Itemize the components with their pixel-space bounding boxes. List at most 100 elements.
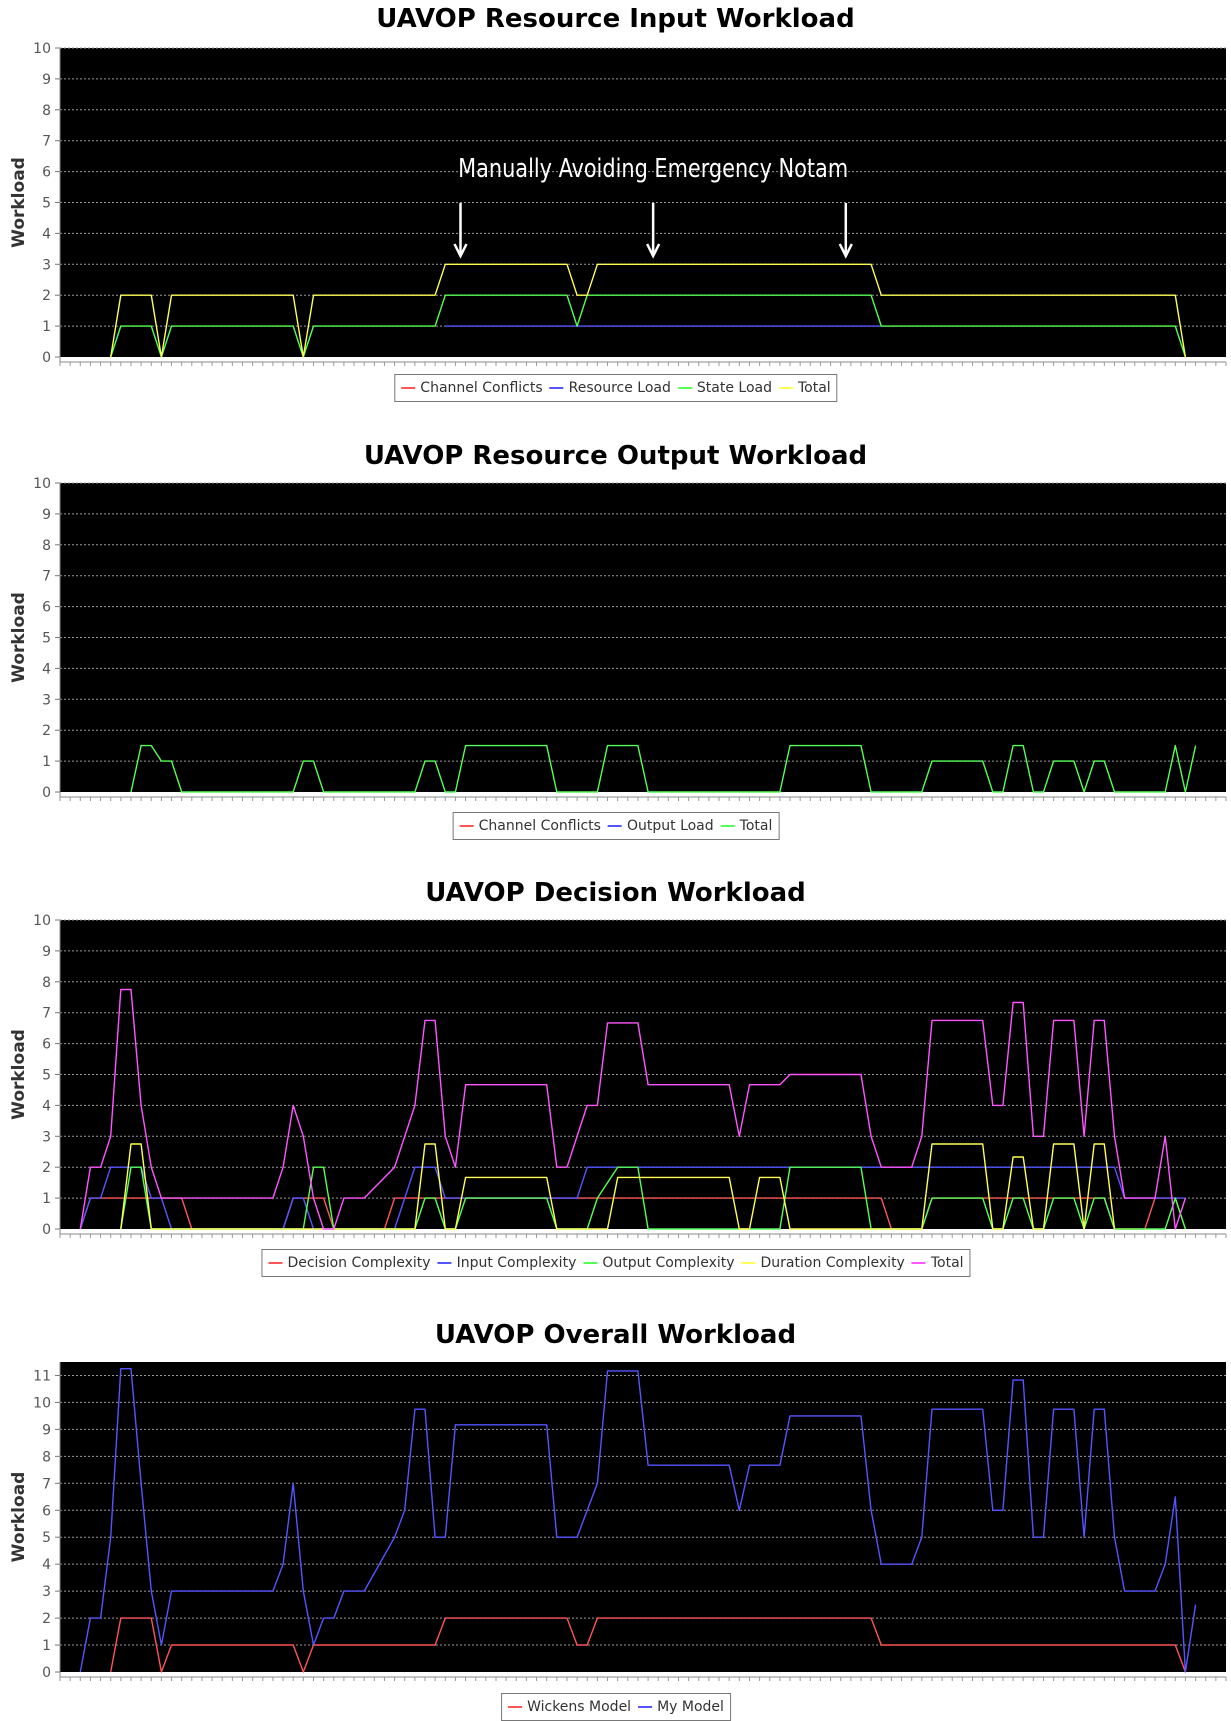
y-tick-label: 4 [42,1098,51,1114]
y-tick-label: 0 [42,1222,51,1238]
legend: Channel Conflicts Resource Load State Load… [394,374,838,402]
legend-item: State Load [677,380,772,396]
legend-item: Total [720,818,773,834]
y-tick-label: 7 [42,1476,51,1492]
legend-swatch [437,1262,452,1264]
y-tick-label: 5 [42,1068,51,1084]
legend-swatch [508,1706,523,1708]
legend-label: Channel Conflicts [478,818,601,834]
legend-swatch [549,387,564,389]
y-tick-label: 9 [42,944,51,960]
plot-area [60,1362,1226,1672]
chart-title: UAVOP Overall Workload [434,1320,797,1350]
y-tick-label: 8 [42,538,51,554]
chart-panel-output: UAVOP Resource Output Workload 0 1 2 3 4 5 6 7 8… [0,437,1231,849]
annotation-arrow-head [646,243,661,259]
series-line-total [110,263,1187,358]
y-tick-label: 1 [42,1638,51,1654]
y-tick-label: 1 [42,754,51,770]
annotation-arrow-head [838,243,853,259]
legend-swatch [741,1262,756,1264]
chart-title: UAVOP Decision Workload [425,878,806,908]
chart-svg: 0 1 2 3 4 5 6 7 8 9 10 Workload [9,476,1227,801]
legend-item: Input Complexity [437,1255,577,1271]
series-line-my-model [79,1368,1197,1673]
legend-item: Channel Conflicts [459,818,601,834]
y-tick-label: 1 [42,319,51,335]
series-line-input-complexity [79,1166,1186,1230]
y-tick-label: 2 [42,1160,51,1176]
chart-svg: 0 1 2 3 4 5 6 7 8 9 10 Workload [9,913,1227,1238]
plot-area [60,920,1226,1229]
legend-swatch [677,387,692,389]
y-tick-label: 4 [42,661,51,677]
y-axis-label: Workload [9,1472,29,1563]
y-tick-label: 2 [42,1611,51,1627]
y-axis-label: Workload [9,157,29,248]
y-tick-label: 2 [42,723,51,739]
y-tick-label: 3 [42,692,51,708]
y-tick-label: 0 [42,350,51,366]
legend-swatch [268,1262,283,1264]
y-tick-label: 10 [33,913,51,929]
y-tick-label: 6 [42,600,51,616]
legend-swatch [459,825,474,827]
legend-label: Output Load [626,818,714,834]
legend-swatch [778,387,793,389]
legend-label: State Load [696,380,772,396]
legend-item: Channel Conflicts [401,380,543,396]
y-tick-label: 4 [42,226,51,242]
y-tick-label: 3 [42,1584,51,1600]
chart-panel-overall: UAVOP Overall Workload 0 1 2 3 4 5 6 7 8 9 10 11 Wor… [0,1316,1231,1721]
y-tick-label: 10 [33,41,51,57]
y-tick-label: 6 [42,1037,51,1053]
legend-label: Wickens Model [527,1699,632,1715]
y-tick-label: 9 [42,1422,51,1438]
legend-item: Resource Load [549,380,671,396]
y-tick-label: 0 [42,1665,51,1681]
series-line-total [130,744,1197,793]
legend-swatch [607,825,622,827]
legend-label: Total [797,380,831,396]
legend: Wickens Model My Model [501,1693,731,1721]
chart-panel-decision: UAVOP Decision Workload 0 1 2 3 4 5 6 7 8 9 10 Work… [0,874,1231,1294]
series-line-wickens-model [110,1617,1187,1673]
legend-swatch [911,1262,926,1264]
legend-item: Duration Complexity [741,1255,905,1271]
chart-title: UAVOP Resource Input Workload [376,4,855,34]
legend-item: Output Load [607,818,714,834]
series-line-duration-complexity [120,1143,1116,1230]
legend-label: Input Complexity [456,1255,577,1271]
y-axis-label: Workload [9,592,29,683]
y-tick-label: 7 [42,1006,51,1022]
legend-swatch [401,387,416,389]
y-tick-label: 4 [42,1557,51,1573]
y-tick-label: 8 [42,1449,51,1465]
legend-item: Total [778,380,831,396]
series-line-state-load [110,294,1187,358]
legend-label: Total [930,1255,964,1271]
y-tick-label: 1 [42,1191,51,1207]
legend-label: Resource Load [568,380,671,396]
y-tick-label: 10 [33,1395,51,1411]
legend-swatch [583,1262,598,1264]
legend-label: Output Complexity [602,1255,735,1271]
y-tick-label: 5 [42,631,51,647]
legend-item: Decision Complexity [268,1255,431,1271]
legend-swatch [638,1706,653,1708]
legend-item: My Model [638,1699,724,1715]
annotation-arrow-head [453,243,468,259]
chart-title: UAVOP Resource Output Workload [363,441,868,471]
series-line-total [79,988,1187,1230]
y-tick-label: 6 [42,1503,51,1519]
y-tick-label: 3 [42,1129,51,1145]
y-tick-label: 8 [42,103,51,119]
y-tick-label: 0 [42,785,51,801]
chart-svg: 0 1 2 3 4 5 6 7 8 9 10 11 Workload [9,1362,1227,1681]
chart-panel-input: UAVOP Resource Input Workload 0 1 2 3 4 5 6 7 8 9… [0,0,1231,412]
plot-area [60,48,1226,357]
legend-swatch [720,825,735,827]
y-tick-label: 2 [42,288,51,304]
y-tick-label: 11 [33,1368,51,1384]
legend-label: Total [739,818,773,834]
